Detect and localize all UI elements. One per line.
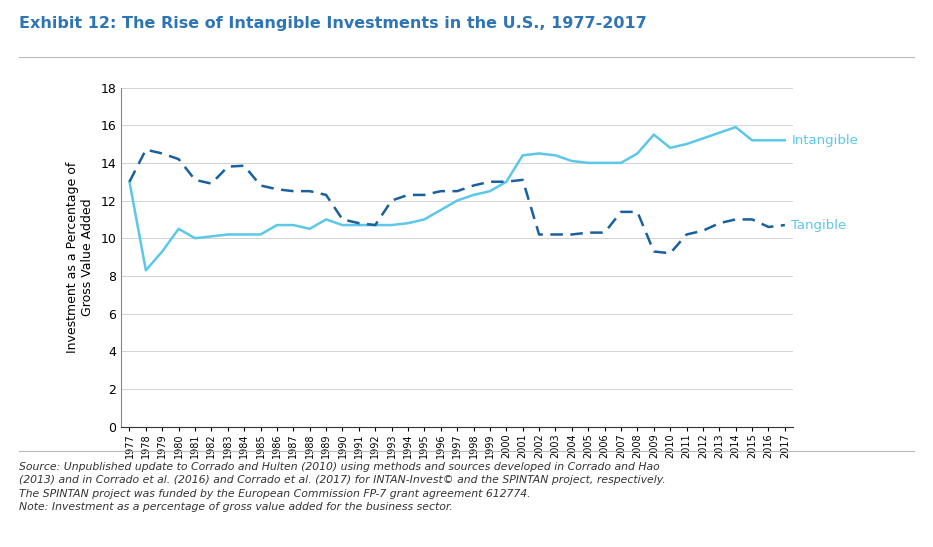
Text: Exhibit 12: The Rise of Intangible Investments in the U.S., 1977-2017: Exhibit 12: The Rise of Intangible Inves…	[19, 16, 647, 31]
Y-axis label: Investment as a Percentage of
Gross Value Added: Investment as a Percentage of Gross Valu…	[65, 161, 93, 353]
Text: Intangible: Intangible	[791, 134, 858, 147]
Text: Source: Unpublished update to Corrado and Hulten (2010) using methods and source: Source: Unpublished update to Corrado an…	[19, 462, 665, 512]
Text: Tangible: Tangible	[791, 219, 846, 231]
